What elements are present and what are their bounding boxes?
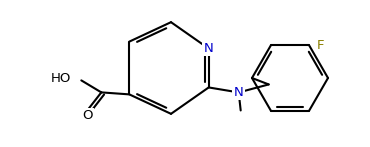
- Text: O: O: [82, 109, 92, 122]
- Text: N: N: [234, 86, 243, 99]
- Text: F: F: [317, 39, 324, 52]
- Text: HO: HO: [51, 72, 71, 85]
- Text: N: N: [204, 42, 213, 55]
